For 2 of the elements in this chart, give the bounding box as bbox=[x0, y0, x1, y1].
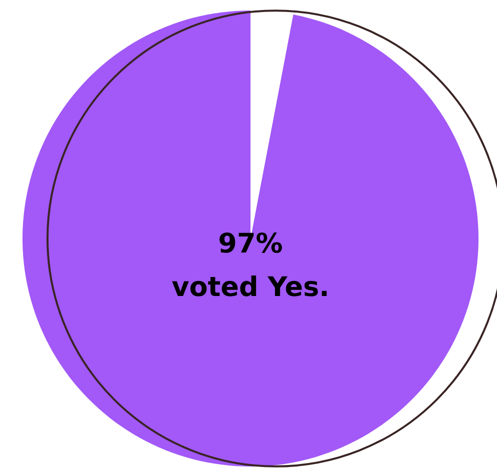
text: voted Yes. bbox=[172, 272, 330, 304]
data-label: 97% bbox=[218, 228, 283, 260]
